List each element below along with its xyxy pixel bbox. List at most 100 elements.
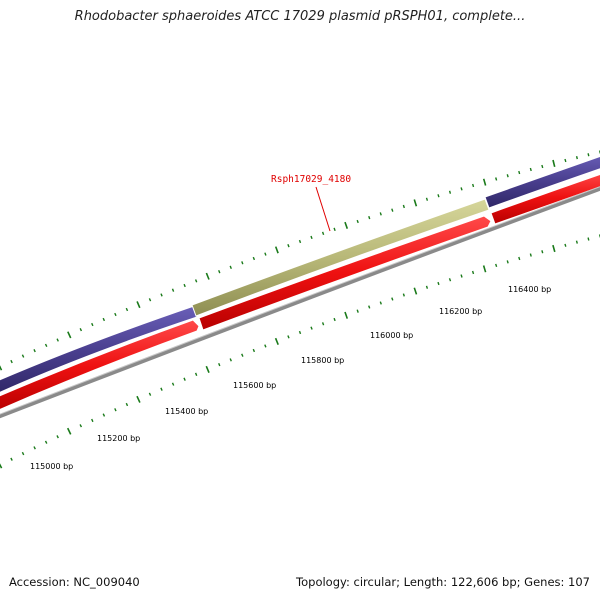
tick-label-116400: 116400 bp (508, 285, 551, 294)
scale-tick-minor (160, 387, 163, 391)
scale-tick-major (136, 395, 141, 403)
outer-tick-minor (529, 167, 532, 172)
length-label: Length: (403, 575, 448, 589)
scale-tick-minor (368, 305, 371, 309)
red-leader-line (315, 186, 331, 232)
outer-tick-minor (287, 244, 290, 248)
outer-tick-minor (91, 322, 94, 327)
outer-tick-minor (472, 183, 475, 188)
outer-tick-major (0, 365, 3, 371)
length-value: 122,606 bp (450, 575, 517, 589)
gene-arrow-highlighted[interactable] (191, 198, 490, 317)
outer-tick-minor (506, 174, 509, 178)
scale-tick-marks (0, 234, 600, 469)
outer-tick-minor (310, 235, 313, 240)
scale-tick-minor (264, 344, 267, 348)
outer-tick-minor (10, 359, 13, 364)
outer-tick-major (552, 159, 556, 167)
outer-tick-minor (587, 153, 590, 157)
tick-label-115200: 115200 bp (97, 434, 140, 443)
scale-tick-minor (10, 457, 13, 461)
gene-arrow-red-right[interactable] (490, 171, 600, 225)
tick-label-116200: 116200 bp (439, 307, 482, 316)
scale-tick-minor (518, 256, 521, 261)
outer-tick-minor (33, 349, 36, 353)
scale-tick-major (344, 311, 349, 319)
outer-tick-minor (264, 252, 267, 256)
scale-tick-minor (218, 362, 221, 367)
outer-gene-track (0, 153, 600, 395)
outer-tick-marks (0, 150, 600, 371)
scale-tick-minor (91, 418, 94, 423)
scale-tick-minor (575, 240, 578, 244)
scale-tick-minor (321, 322, 325, 326)
outer-tick-minor (125, 307, 129, 312)
outer-tick-major (205, 272, 210, 280)
outer-tick-minor (44, 343, 48, 348)
outer-tick-minor (148, 298, 152, 302)
scale-tick-minor (391, 297, 394, 301)
outer-tick-major (67, 331, 72, 339)
outer-tick-minor (79, 328, 83, 332)
scale-tick-minor (21, 451, 25, 456)
scale-tick-major (205, 365, 210, 374)
genes-value: 107 (568, 575, 590, 589)
tick-label-115600: 115600 bp (233, 381, 276, 390)
scale-tick-minor (171, 382, 175, 386)
outer-tick-minor (391, 208, 394, 212)
scale-tick-major (482, 265, 487, 273)
scale-tick-minor (437, 281, 440, 286)
scale-tick-minor (183, 377, 186, 381)
outer-tick-minor (518, 170, 521, 175)
gene-callout[interactable]: Rsph17029_4180 (271, 174, 351, 232)
scale-tick-minor (114, 408, 117, 412)
plasmid-backbone (0, 186, 600, 419)
tick-label-115400: 115400 bp (165, 407, 208, 416)
tick-label-115800: 115800 bp (301, 356, 344, 365)
outer-tick-minor (448, 190, 452, 194)
scale-tick-minor (448, 278, 452, 282)
outer-tick-minor (541, 164, 544, 169)
outer-tick-minor (333, 227, 336, 232)
outer-tick-minor (379, 212, 382, 216)
scale-tick-minor (310, 326, 313, 330)
scale-tick-minor (495, 263, 498, 268)
scale-tick-minor (287, 335, 290, 339)
outer-tick-minor (56, 338, 59, 342)
scale-tick-minor (125, 402, 129, 407)
outer-tick-minor (183, 283, 186, 288)
scale-tick-minor (356, 309, 359, 313)
gene-arrow-red-middle[interactable] (198, 215, 492, 331)
scale-tick-minor (529, 253, 532, 257)
outer-tick-major (482, 178, 487, 186)
scale-tick-minor (102, 413, 106, 417)
outer-tick-minor (564, 158, 567, 163)
gene-arrow-purple-left[interactable] (0, 305, 198, 395)
genes-label: Genes: (524, 575, 565, 589)
outer-tick-minor (298, 239, 302, 244)
gene-arrow-red-left[interactable] (0, 319, 200, 412)
topology-label: Topology: (296, 575, 350, 589)
outer-tick-minor (241, 261, 244, 265)
outer-tick-minor (368, 215, 371, 220)
outer-tick-minor (495, 177, 498, 181)
gene-arrow-purple-right[interactable] (484, 153, 600, 209)
scale-tick-minor (56, 435, 59, 439)
scale-tick-minor (298, 330, 302, 335)
outer-tick-minor (460, 187, 463, 191)
scale-tick-minor (506, 260, 509, 264)
outer-tick-minor (21, 354, 25, 358)
scale-labels: 115000 bp 115200 bp 115400 bp 115600 bp … (30, 285, 551, 471)
outer-tick-minor (252, 256, 256, 261)
gene-label[interactable]: Rsph17029_4180 (271, 174, 351, 185)
accession-value: NC_009040 (73, 575, 140, 589)
plasmid-backbone-highlight (0, 186, 600, 415)
scale-tick-minor (241, 353, 244, 357)
scale-tick-minor (425, 285, 429, 289)
outer-tick-minor (402, 204, 405, 209)
outer-tick-minor (194, 279, 198, 283)
outer-tick-major (413, 199, 418, 207)
outer-tick-major (344, 221, 349, 229)
